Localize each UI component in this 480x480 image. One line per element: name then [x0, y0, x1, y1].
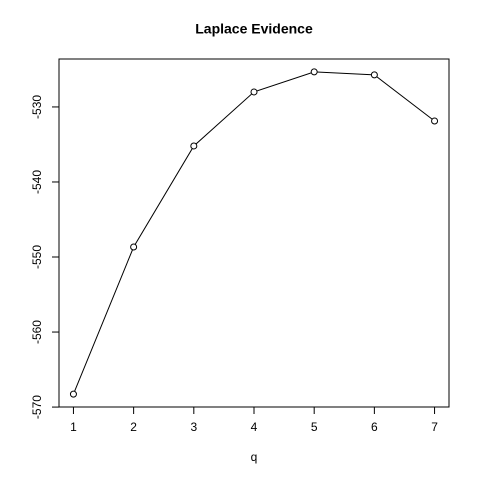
- x-tick-label: 7: [431, 420, 438, 434]
- x-axis-label: q: [251, 450, 258, 464]
- x-tick-label: 4: [251, 420, 258, 434]
- y-tick-label: -560: [30, 320, 44, 344]
- data-line: [72, 71, 435, 395]
- x-tick-label: 3: [190, 420, 197, 434]
- data-point: [370, 71, 378, 79]
- data-point: [130, 243, 138, 251]
- y-tick-label: -540: [30, 170, 44, 194]
- y-tick-label: -550: [30, 245, 44, 269]
- data-point: [190, 142, 198, 150]
- data-point: [310, 68, 318, 76]
- data-point: [250, 88, 258, 96]
- chart-title: Laplace Evidence: [195, 21, 313, 37]
- data-point: [69, 390, 77, 398]
- y-tick-label: -530: [30, 95, 44, 119]
- x-tick-label: 1: [70, 420, 77, 434]
- data-point: [431, 117, 439, 125]
- plot-box: [58, 58, 450, 408]
- x-tick-label: 5: [311, 420, 318, 434]
- x-tick-label: 6: [371, 420, 378, 434]
- x-tick-label: 2: [130, 420, 137, 434]
- y-tick-label: -570: [30, 395, 44, 419]
